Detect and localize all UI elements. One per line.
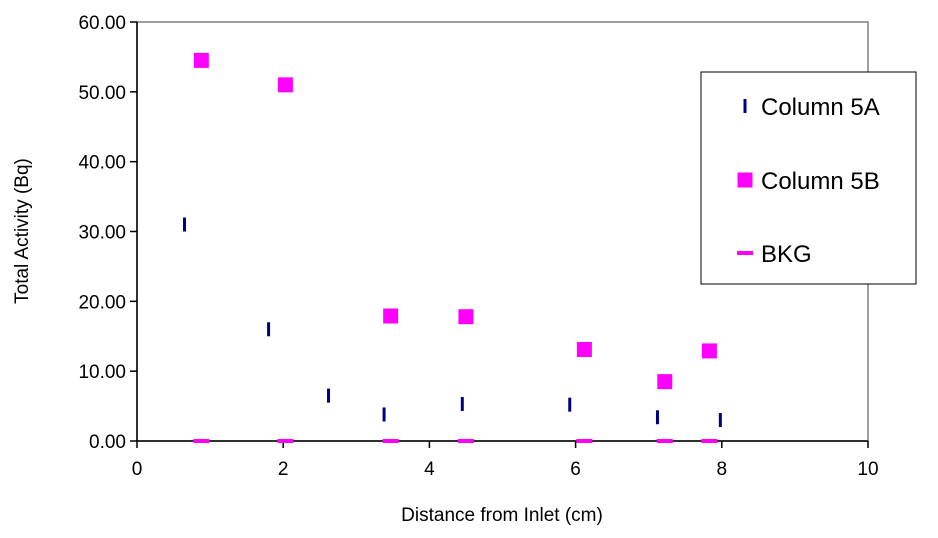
legend-label: BKG — [761, 241, 812, 268]
legend-entries: Column 5A Column 5B BKG — [737, 94, 880, 268]
data-point — [382, 407, 386, 422]
legend-box — [700, 71, 917, 285]
data-point — [267, 322, 271, 337]
data-point — [568, 397, 572, 412]
data-point — [656, 439, 673, 443]
series-2 — [193, 439, 718, 443]
legend-marker — [743, 99, 747, 113]
legend-label: Column 5A — [761, 94, 880, 121]
data-point — [327, 388, 331, 403]
data-point — [457, 439, 474, 443]
data-point — [193, 52, 209, 68]
legend-label: Column 5B — [761, 168, 880, 195]
series-1 — [193, 52, 717, 390]
x-tick-label: 0 — [132, 459, 143, 480]
data-marks — [183, 52, 722, 443]
y-tick-label: 10.00 — [78, 362, 126, 383]
x-axis: 0 2 4 6 8 10 — [132, 440, 879, 480]
data-point — [277, 439, 294, 443]
data-point — [277, 77, 293, 93]
x-tick-label: 8 — [717, 459, 728, 480]
data-point — [383, 308, 399, 324]
data-point — [718, 413, 722, 428]
y-axis: 0.00 10.00 20.00 30.00 40.00 50.00 60.00 — [78, 13, 138, 453]
data-point — [382, 439, 399, 443]
x-tick-label: 4 — [424, 459, 435, 480]
x-axis-title: Distance from Inlet (cm) — [401, 505, 603, 526]
series-0 — [183, 217, 722, 428]
x-tick-label: 6 — [570, 459, 581, 480]
y-tick-label: 30.00 — [78, 223, 126, 244]
data-point — [701, 439, 718, 443]
data-point — [193, 439, 210, 443]
legend: Column 5A Column 5B BKG — [700, 71, 917, 285]
data-point — [460, 396, 464, 411]
x-tick-label: 2 — [278, 459, 289, 480]
data-point — [183, 217, 187, 232]
data-point — [458, 309, 474, 325]
data-point — [701, 343, 717, 359]
y-tick-label: 0.00 — [89, 432, 126, 453]
y-tick-label: 60.00 — [78, 13, 126, 34]
data-point — [657, 374, 673, 390]
data-point — [576, 439, 593, 443]
y-tick-label: 20.00 — [78, 292, 126, 313]
data-point — [576, 342, 592, 358]
y-tick-label: 50.00 — [78, 83, 126, 104]
legend-marker — [737, 251, 753, 255]
data-point — [655, 410, 659, 425]
y-tick-label: 40.00 — [78, 153, 126, 174]
y-axis-title: Total Activity (Bq) — [12, 158, 33, 304]
x-tick-label: 10 — [857, 459, 878, 480]
legend-marker — [737, 172, 753, 188]
